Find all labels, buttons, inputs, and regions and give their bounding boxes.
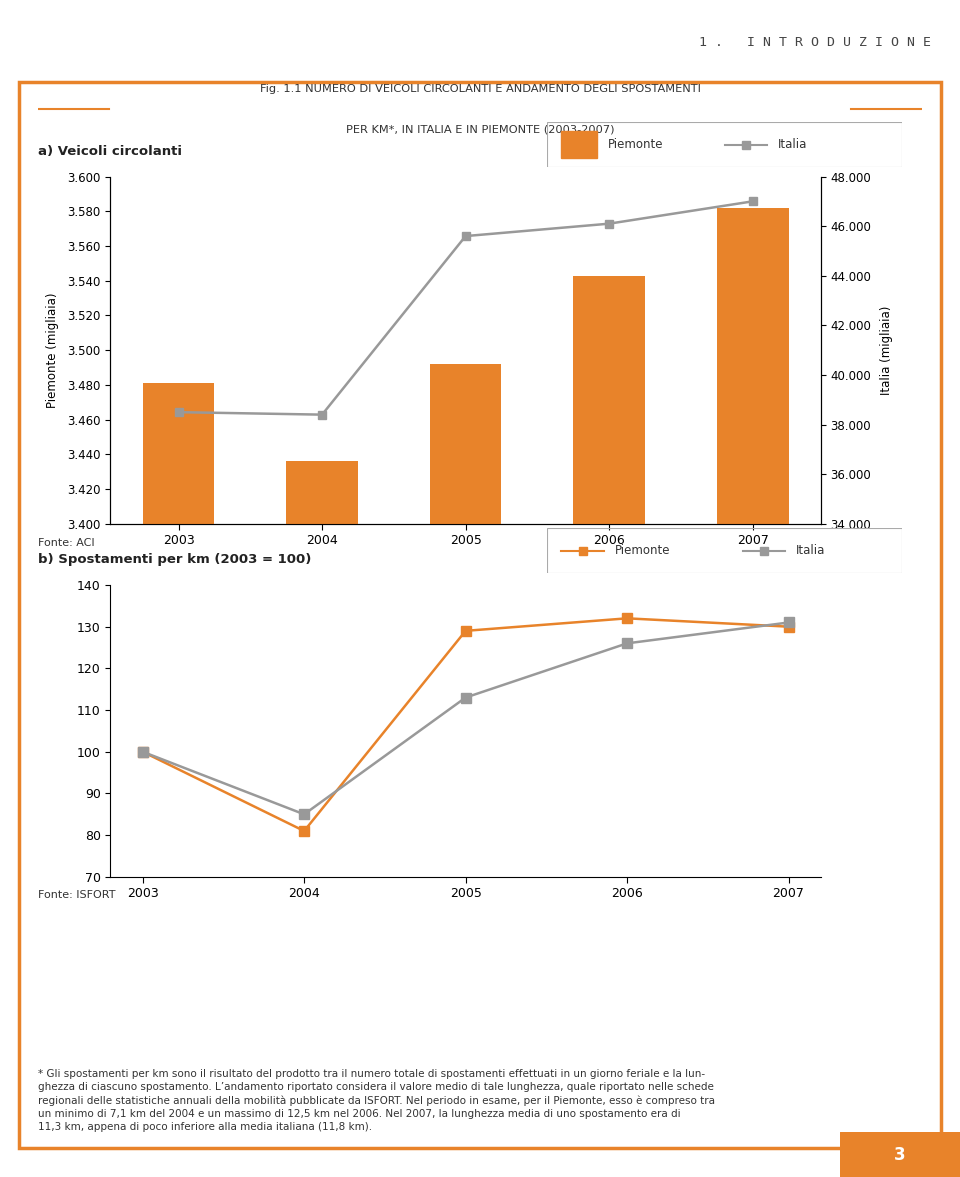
Text: Fonte: ISFORT: Fonte: ISFORT xyxy=(38,890,116,900)
Text: Piemonte: Piemonte xyxy=(614,544,670,558)
Text: Piemonte: Piemonte xyxy=(608,138,663,152)
Bar xyxy=(430,364,501,1177)
Bar xyxy=(286,461,358,1177)
Text: a) Veicoli circolanti: a) Veicoli circolanti xyxy=(38,146,182,159)
Text: Fig. 1.1 NUMERO DI VEICOLI CIRCOLANTI E ANDAMENTO DEGLI SPOSTAMENTI: Fig. 1.1 NUMERO DI VEICOLI CIRCOLANTI E … xyxy=(259,85,701,94)
Text: 3: 3 xyxy=(894,1145,906,1164)
Text: PER KM*, IN ITALIA E IN PIEMONTE (2003-2007): PER KM*, IN ITALIA E IN PIEMONTE (2003-2… xyxy=(346,125,614,134)
Text: Fonte: ACI: Fonte: ACI xyxy=(38,538,95,548)
Y-axis label: Piemonte (migliaia): Piemonte (migliaia) xyxy=(46,292,59,408)
Text: * Gli spostamenti per km sono il risultato del prodotto tra il numero totale di : * Gli spostamenti per km sono il risulta… xyxy=(38,1069,715,1132)
Text: b) Spostamenti per km (2003 = 100): b) Spostamenti per km (2003 = 100) xyxy=(38,553,312,566)
Bar xyxy=(717,208,788,1177)
Bar xyxy=(562,132,597,158)
Y-axis label: Italia (migliaia): Italia (migliaia) xyxy=(879,306,893,394)
Text: Italia: Italia xyxy=(778,138,807,152)
Bar xyxy=(573,275,645,1177)
Bar xyxy=(143,384,214,1177)
Text: Italia: Italia xyxy=(796,544,826,558)
Text: 1 .   I N T R O D U Z I O N E: 1 . I N T R O D U Z I O N E xyxy=(699,35,931,48)
